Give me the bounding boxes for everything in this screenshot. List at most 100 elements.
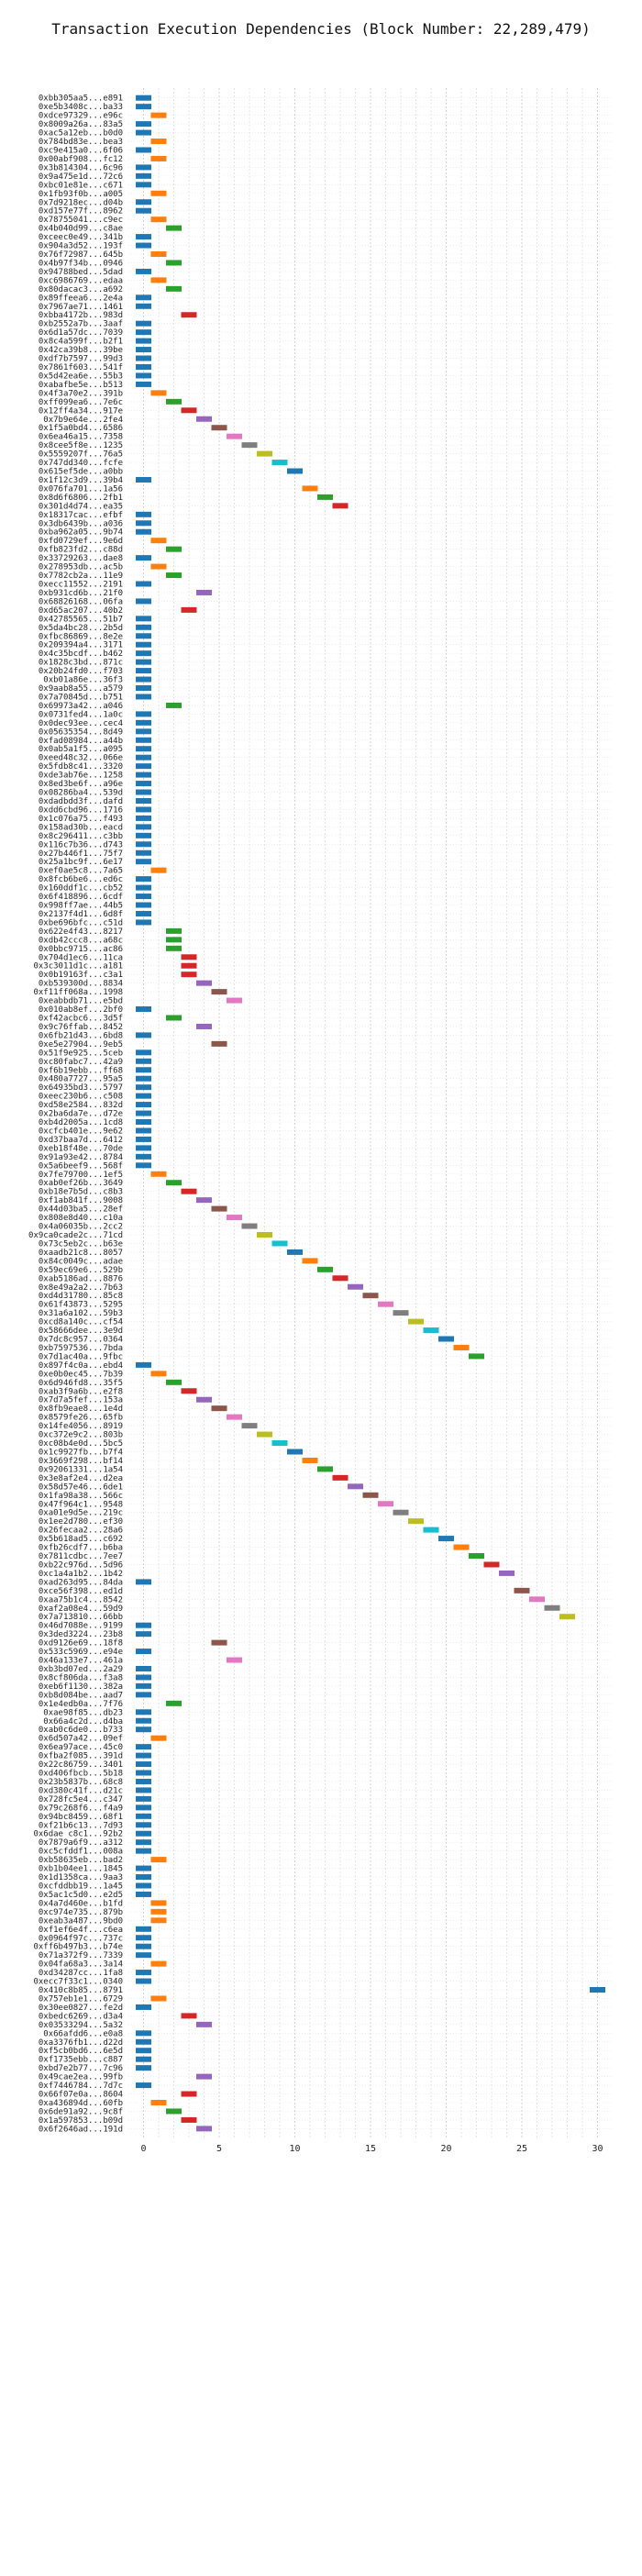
y-tick-label: 0x0b19163f...c3a1 — [39, 971, 123, 980]
bar — [136, 147, 151, 153]
bar — [136, 659, 151, 665]
bar — [227, 1414, 242, 1420]
bar — [181, 962, 197, 969]
bar — [136, 1778, 151, 1784]
x-tick-label: 5 — [216, 2144, 222, 2154]
y-tick-label: 0xb1b04ee1...1845 — [39, 1865, 123, 1874]
bar — [317, 494, 333, 500]
y-tick-label: 0x14fe4056...8919 — [39, 1422, 123, 1431]
y-tick-label: 0x7d7a5fef...153a — [39, 1396, 123, 1405]
bar — [241, 1423, 258, 1429]
bar — [150, 1171, 167, 1177]
bar — [136, 1882, 151, 1889]
bar — [136, 824, 151, 830]
bar — [196, 416, 212, 422]
bar — [423, 1527, 439, 1533]
y-tick-label: 0x7b9e64e...2fe4 — [43, 416, 123, 425]
y-tick-label: 0xd9126e69...18f8 — [39, 1639, 123, 1649]
bar — [136, 894, 151, 900]
bar — [423, 1327, 439, 1334]
y-tick-label: 0x7811cdbc...7ee7 — [39, 1552, 123, 1561]
bar — [393, 1509, 409, 1516]
bar — [166, 2108, 182, 2115]
bar — [150, 1917, 167, 1924]
y-tick-label: 0xbe696bfc...c51d — [39, 918, 123, 927]
y-tick-label: 0xd34287cc...1fa8 — [39, 1969, 123, 1978]
y-tick-label: 0xd380c41f...d21c — [39, 1786, 123, 1795]
bar — [227, 997, 242, 1004]
bar — [362, 1293, 379, 1299]
y-tick-label: 0x66f07e0a...8604 — [39, 2091, 123, 2100]
bar — [287, 1249, 303, 1255]
bar — [408, 1518, 424, 1525]
bar — [136, 1935, 151, 1941]
y-tick-label: 0xaadb21c8...8057 — [39, 1249, 123, 1258]
y-tick-label: 0xdd6cbd96...1716 — [39, 805, 123, 815]
bar — [136, 1119, 151, 1126]
y-tick-label: 0x26fecaa2...28a6 — [39, 1527, 123, 1536]
y-tick-label: 0xfbc86869...8e2e — [39, 632, 123, 641]
bar — [136, 1752, 151, 1759]
y-tick-label: 0x8d6f6806...2fb1 — [39, 494, 123, 503]
bar — [136, 1813, 151, 1819]
y-tick-label: 0xecc11552...2191 — [39, 580, 123, 589]
bar — [136, 789, 151, 795]
bar-layer — [136, 94, 605, 2132]
bar — [136, 129, 151, 136]
bar — [469, 1553, 484, 1560]
bar — [150, 538, 167, 544]
bar — [136, 754, 151, 761]
bar — [136, 719, 151, 726]
bar — [499, 1570, 515, 1576]
bar — [150, 277, 167, 283]
y-tick-label: 0x9aab8a55...a579 — [39, 684, 123, 694]
y-tick-label: 0x622e4f43...8217 — [39, 927, 123, 937]
y-tick-label: 0x6f418896...6cdf — [39, 893, 123, 902]
bar — [438, 1536, 454, 1542]
bar — [590, 1987, 605, 1993]
bar — [136, 303, 151, 309]
bar — [136, 121, 151, 128]
bar — [136, 1848, 151, 1854]
y-tick-label: 0x91a93e42...8784 — [39, 1153, 123, 1162]
y-tick-label: 0xab5186ad...8876 — [39, 1274, 123, 1283]
y-tick-label: 0x46a133e7...461a — [39, 1657, 123, 1666]
bar — [302, 485, 318, 492]
bar — [166, 937, 182, 943]
bar — [136, 1153, 151, 1160]
y-tick-label: 0x1a597853...b09d — [39, 2116, 123, 2126]
bar — [181, 312, 197, 318]
bar — [136, 641, 151, 648]
y-tick-label: 0x5a6beef9...568f — [39, 1161, 123, 1171]
bar — [136, 1145, 151, 1151]
y-tick-label: 0xf1735ebb...c887 — [39, 2056, 123, 2065]
y-tick-label: 0xa3376fb1...d22d — [39, 2038, 123, 2048]
y-tick-label: 0x8e49a2a2...7b63 — [39, 1283, 123, 1293]
bar — [136, 2030, 151, 2037]
y-tick-label: 0x66afdd6...e0a8 — [43, 2029, 123, 2038]
y-tick-label: 0x79c268f6...f4a9 — [39, 1804, 123, 1813]
y-tick-label: 0xf11ff068a...1998 — [33, 988, 123, 997]
y-tick-label: 0xde3ab76e...1258 — [39, 772, 123, 781]
y-tick-label: 0x7967ae71...1461 — [39, 303, 123, 312]
bar — [136, 2038, 151, 2045]
y-tick-label: 0x03533294...5a32 — [39, 2021, 123, 2030]
y-tick-label: 0x64935bd3...5797 — [39, 1083, 123, 1093]
y-tick-label: 0x7a70845d...b751 — [39, 693, 123, 702]
bar — [136, 1717, 151, 1724]
y-tick-label: 0x8cf806da...f3a8 — [39, 1673, 123, 1682]
bar — [136, 363, 151, 370]
bar — [196, 980, 212, 986]
bar — [136, 1058, 151, 1064]
y-tick-label: 0xbb305aa5...e891 — [39, 94, 123, 104]
y-tick-label: 0x1f5a0bd4...6586 — [39, 424, 123, 433]
bar — [393, 1310, 409, 1316]
y-tick-label: 0x1e4edb0a...7f76 — [39, 1700, 123, 1709]
bar — [136, 1665, 151, 1671]
bar — [136, 242, 151, 249]
bar — [196, 2126, 212, 2132]
bar — [211, 989, 227, 995]
y-tick-label: 0xb7597536...7bda — [39, 1344, 123, 1353]
y-tick-label: 0x4a7d460e...b1fd — [39, 1899, 123, 1908]
bar — [166, 225, 182, 231]
